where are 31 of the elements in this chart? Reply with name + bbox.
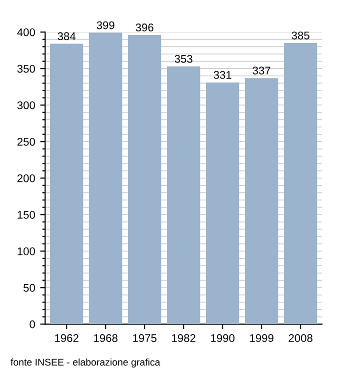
bar xyxy=(244,78,278,324)
bar xyxy=(50,44,84,324)
y-tick-label: 250 xyxy=(17,138,35,146)
y-tick-label: 400 xyxy=(17,28,35,36)
bar xyxy=(284,43,318,324)
y-tick-label: 200 xyxy=(17,174,35,182)
source-note: fonte INSEE - elaborazione grafica xyxy=(10,358,160,368)
bar xyxy=(167,66,200,324)
x-tick-label: 1982 xyxy=(172,334,196,342)
x-tick-label: 1968 xyxy=(94,334,118,342)
x-tick-label: 1962 xyxy=(55,334,78,342)
data-label: 331 xyxy=(214,71,232,79)
y-tick-label: 350 xyxy=(17,64,35,73)
x-tick-label: 1999 xyxy=(250,334,274,342)
data-label: 385 xyxy=(292,32,310,40)
x-tick-label: 1990 xyxy=(211,334,234,342)
y-tick-label: 150 xyxy=(18,210,35,219)
data-label: 396 xyxy=(136,24,154,32)
y-tick-label: 300 xyxy=(17,101,35,110)
data-label: 337 xyxy=(252,66,270,74)
data-label: 353 xyxy=(174,54,192,63)
data-label: 399 xyxy=(96,21,114,30)
x-tick-label: 1975 xyxy=(133,334,156,342)
bar xyxy=(206,82,240,324)
x-tick-label: 2008 xyxy=(288,334,312,342)
bar xyxy=(89,32,122,324)
y-tick-label: 0 xyxy=(30,320,35,328)
bar xyxy=(128,35,162,324)
y-tick-label: 100 xyxy=(18,247,35,256)
y-tick-label: 50 xyxy=(24,284,35,292)
data-label: 384 xyxy=(58,32,76,40)
